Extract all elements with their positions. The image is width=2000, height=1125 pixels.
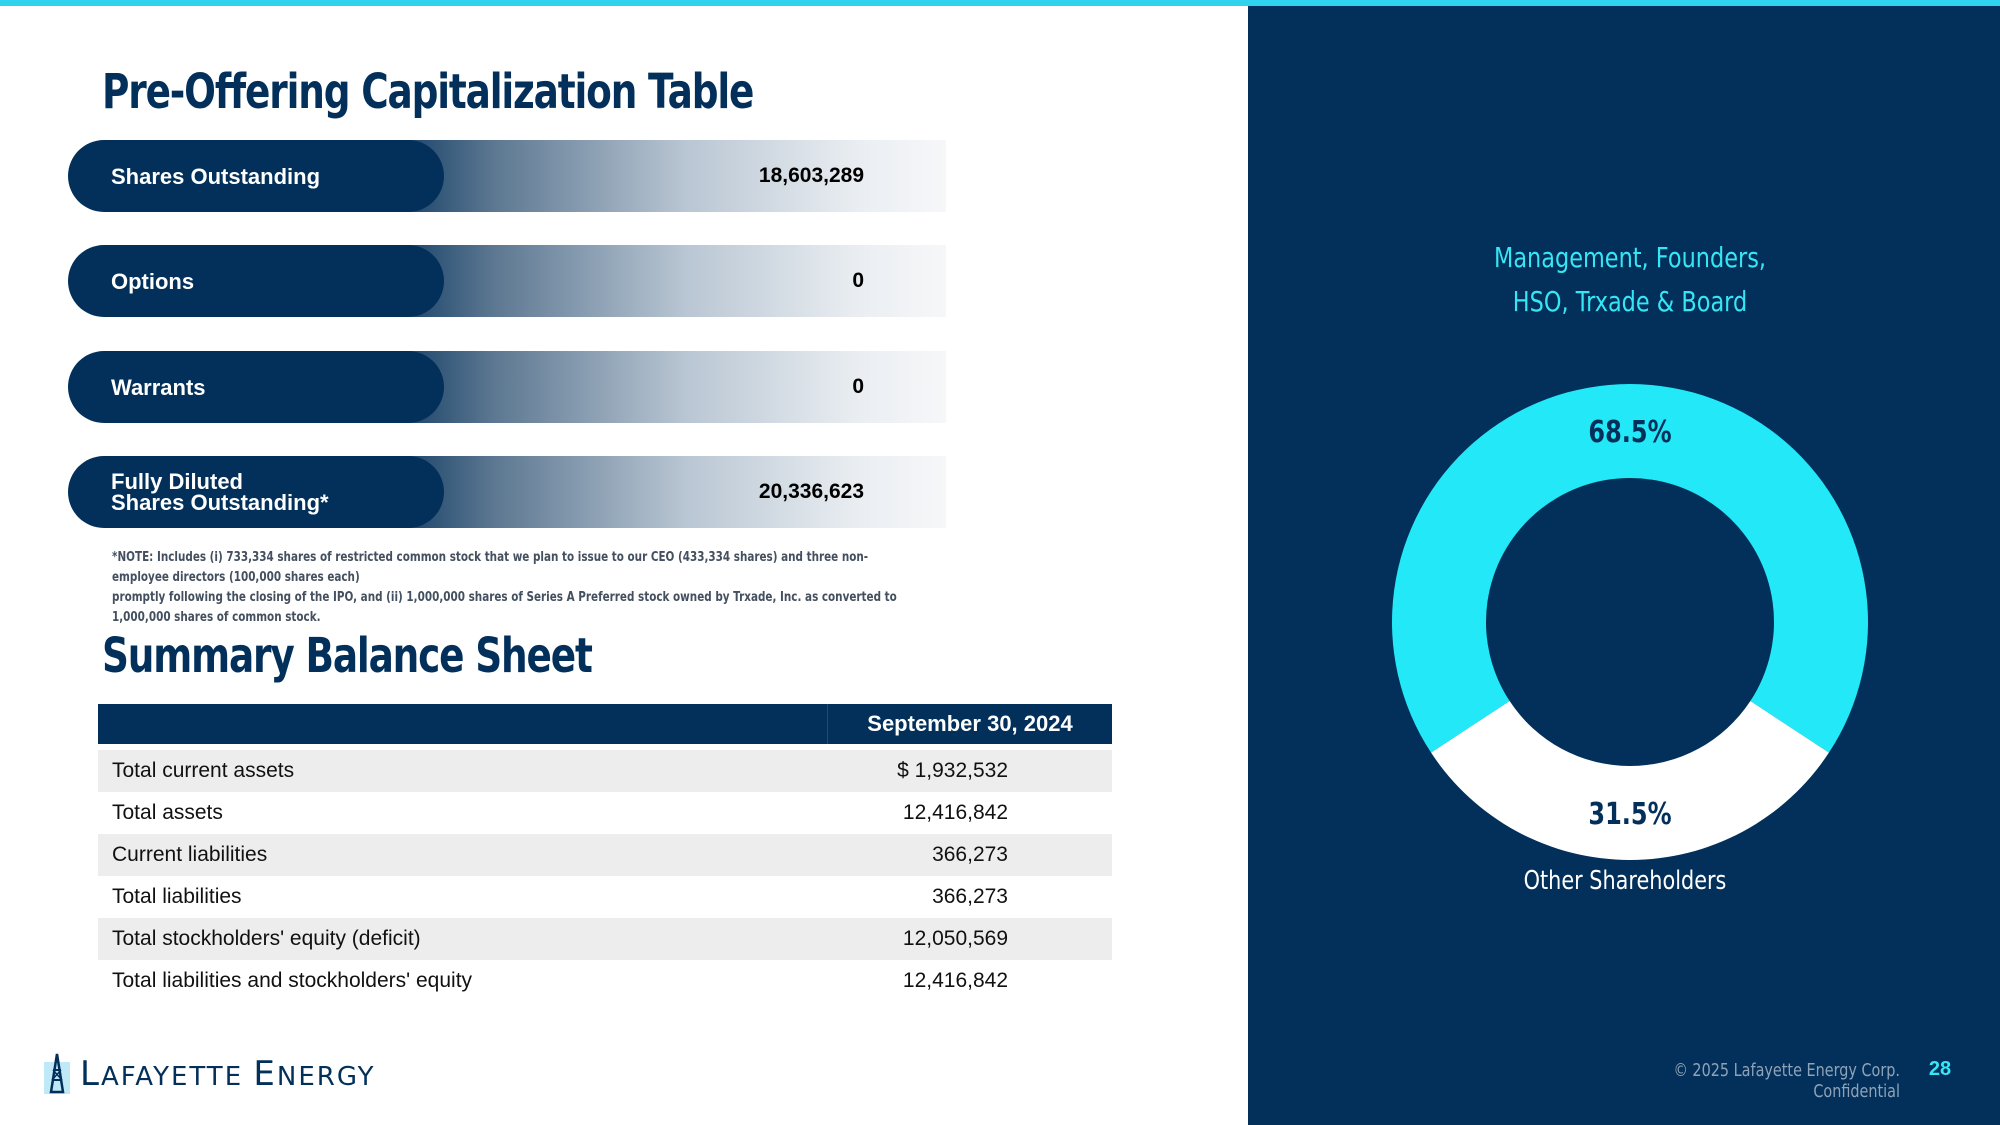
row-label: Total assets [112, 801, 223, 824]
cap-row-bar [368, 351, 946, 423]
cap-row-label: Warrants [111, 374, 206, 400]
ownership-donut-chart: 68.5% 31.5% [1392, 384, 1868, 860]
donut-data-label: 68.5% [1588, 415, 1671, 449]
cap-row-value: 20,336,623 [758, 480, 864, 503]
row-label: Total liabilities [112, 885, 242, 908]
footnote-line-1: *NOTE: Includes (i) 733,334 shares of re… [112, 550, 869, 585]
cap-row-label: Shares Outstanding [111, 163, 321, 189]
row-label: Total liabilities and stockholders' equi… [112, 969, 473, 992]
header-blank-cell [98, 704, 828, 744]
row-value: 12,416,842 [902, 801, 1008, 824]
cap-row-pill: Shares Outstanding [68, 140, 444, 212]
cap-row-pill: Warrants [68, 351, 444, 423]
header-date: September 30, 2024 [827, 704, 1112, 744]
cap-row-label: Options [111, 268, 195, 294]
cap-row-shares-outstanding: Shares Outstanding 18,603,289 [68, 140, 946, 212]
table-row: Total liabilities and stockholders' equi… [98, 960, 1112, 1002]
table-row: Total current assets $ 1,932,532 [98, 750, 1112, 792]
table-row: Total assets 12,416,842 [98, 792, 1112, 834]
cap-row-bar [368, 245, 946, 317]
cap-row-pill: Options [68, 245, 444, 317]
cap-row-warrants: Warrants 0 [68, 351, 946, 423]
row-value: 12,416,842 [902, 969, 1008, 992]
balance-sheet-title: Summary Balance Sheet [102, 628, 593, 684]
top-accent-rule [0, 0, 2000, 6]
logo-wordmark: LAFAYETTE ENERGY [80, 1054, 376, 1094]
cap-row-bar [368, 456, 946, 528]
category-label-line2: HSO, Trxade & Board [1512, 285, 1748, 318]
donut-slice-management [1392, 384, 1868, 753]
table-row: Current liabilities 366,273 [98, 834, 1112, 876]
company-logo: LAFAYETTE ENERGY [42, 1052, 376, 1096]
row-value: 12,050,569 [902, 927, 1008, 950]
chart-panel [1248, 6, 2000, 1125]
cap-row-value: 0 [852, 375, 864, 398]
donut-data-label: 31.5% [1588, 797, 1671, 831]
table-row: Total liabilities 366,273 [98, 876, 1112, 918]
cap-table-footnote: *NOTE: Includes (i) 733,334 shares of re… [112, 548, 912, 628]
row-label: Total stockholders' equity (deficit) [112, 927, 421, 950]
row-value: 366,273 [932, 843, 1008, 866]
cap-row-pill: Fully Diluted Shares Outstanding* [68, 456, 444, 528]
cap-table-title: Pre-Offering Capitalization Table [102, 64, 754, 120]
row-value: 366,273 [932, 885, 1008, 908]
table-row: Total stockholders' equity (deficit) 12,… [98, 918, 1112, 960]
cap-row-bar [368, 140, 946, 212]
cap-row-label-line1: Fully Diluted [111, 469, 243, 494]
cap-row-value: 18,603,289 [758, 164, 864, 187]
oil-derrick-icon [44, 1053, 70, 1094]
cap-row-fully-diluted: Fully Diluted Shares Outstanding* 20,336… [68, 456, 946, 528]
cap-row-options: Options 0 [68, 245, 946, 317]
other-shareholders-label: Other Shareholders [1523, 866, 1727, 896]
footnote-line-2: promptly following the closing of the IP… [112, 590, 897, 625]
cap-row-value: 0 [852, 269, 864, 292]
donut-slice-other-shareholders [1431, 701, 1829, 860]
category-label-line1: Management, Founders, [1494, 241, 1766, 274]
row-label: Current liabilities [112, 843, 268, 866]
row-value: $ 1,932,532 [897, 759, 1008, 782]
cap-row-label-line2: Shares Outstanding* [111, 490, 329, 515]
confidential-notice: © 2025 Lafayette Energy Corp. Confidenti… [1673, 1060, 1900, 1102]
row-label: Total current assets [112, 759, 295, 782]
balance-sheet-table: September 30, 2024 Total current assets … [98, 704, 1112, 1002]
balance-sheet-header-row: September 30, 2024 [98, 704, 1112, 744]
chart-category-label: Management, Founders, HSO, Trxade & Boar… [1446, 236, 1814, 324]
page-number: 28 [1928, 1058, 1952, 1080]
